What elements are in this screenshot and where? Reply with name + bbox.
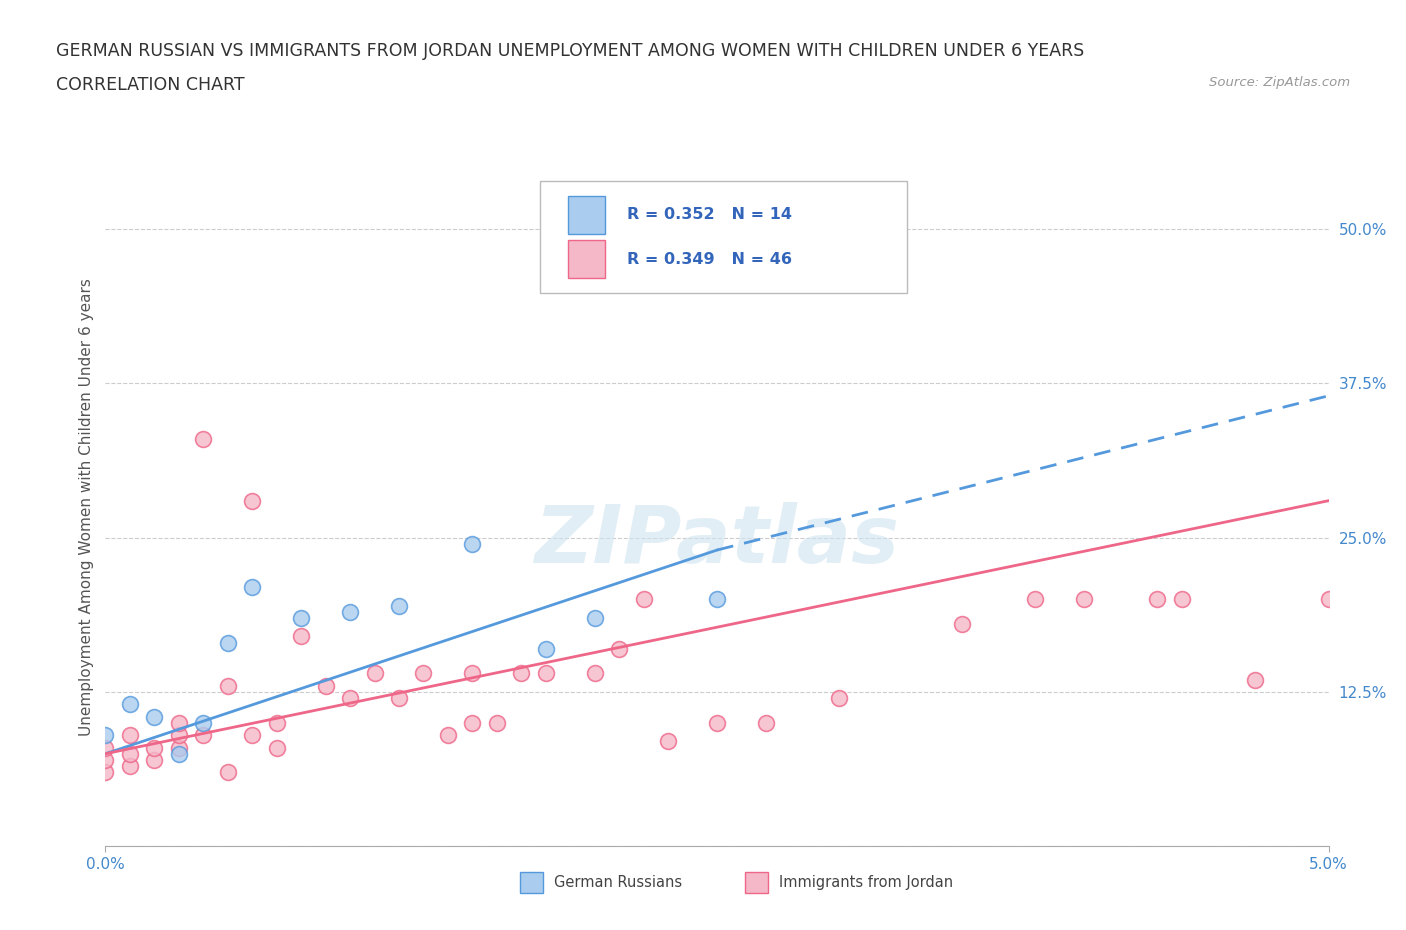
- Point: [1146, 592, 1168, 607]
- Point: [217, 635, 239, 650]
- Point: [363, 666, 385, 681]
- Point: [461, 537, 484, 551]
- Point: [534, 666, 557, 681]
- Point: [510, 666, 533, 681]
- Point: [118, 697, 141, 711]
- Point: [240, 728, 263, 743]
- Point: [633, 592, 655, 607]
- Point: [706, 592, 728, 607]
- Point: [1024, 592, 1046, 607]
- Point: [118, 728, 141, 743]
- Point: [560, 221, 582, 236]
- Point: [193, 728, 215, 743]
- Point: [755, 715, 778, 730]
- Point: [167, 728, 190, 743]
- Bar: [568, 196, 605, 233]
- Point: [167, 715, 190, 730]
- Point: [485, 715, 508, 730]
- Point: [167, 746, 190, 761]
- Point: [1244, 672, 1267, 687]
- Point: [290, 610, 312, 625]
- Text: German Russians: German Russians: [554, 875, 682, 890]
- Point: [193, 715, 215, 730]
- Point: [94, 764, 117, 779]
- Text: R = 0.352   N = 14: R = 0.352 N = 14: [627, 207, 792, 222]
- Point: [118, 759, 141, 774]
- Point: [1317, 592, 1340, 607]
- Point: [1073, 592, 1095, 607]
- Bar: [520, 872, 543, 893]
- Point: [412, 666, 434, 681]
- Point: [461, 666, 484, 681]
- Point: [657, 734, 679, 749]
- Point: [94, 728, 117, 743]
- FancyBboxPatch shape: [540, 181, 907, 293]
- Point: [94, 752, 117, 767]
- Text: CORRELATION CHART: CORRELATION CHART: [56, 76, 245, 94]
- Point: [1171, 592, 1194, 607]
- Point: [583, 610, 606, 625]
- Text: Immigrants from Jordan: Immigrants from Jordan: [779, 875, 953, 890]
- Point: [217, 678, 239, 693]
- Point: [706, 715, 728, 730]
- Text: GERMAN RUSSIAN VS IMMIGRANTS FROM JORDAN UNEMPLOYMENT AMONG WOMEN WITH CHILDREN : GERMAN RUSSIAN VS IMMIGRANTS FROM JORDAN…: [56, 42, 1084, 60]
- Point: [94, 740, 117, 755]
- Point: [607, 642, 630, 657]
- Point: [266, 715, 288, 730]
- Point: [240, 579, 263, 594]
- Point: [143, 752, 166, 767]
- Text: ZIPatlas: ZIPatlas: [534, 502, 900, 579]
- Point: [388, 691, 411, 706]
- Point: [315, 678, 337, 693]
- Y-axis label: Unemployment Among Women with Children Under 6 years: Unemployment Among Women with Children U…: [79, 278, 94, 736]
- Bar: [745, 872, 768, 893]
- Point: [534, 642, 557, 657]
- Point: [583, 666, 606, 681]
- Point: [950, 617, 973, 631]
- Point: [437, 728, 460, 743]
- Point: [167, 740, 190, 755]
- Point: [461, 715, 484, 730]
- Point: [240, 493, 263, 508]
- Text: Source: ZipAtlas.com: Source: ZipAtlas.com: [1209, 76, 1350, 89]
- Bar: [568, 240, 605, 278]
- Text: R = 0.349   N = 46: R = 0.349 N = 46: [627, 251, 792, 267]
- Point: [290, 629, 312, 644]
- Point: [143, 710, 166, 724]
- Point: [339, 691, 361, 706]
- Point: [339, 604, 361, 619]
- Point: [118, 746, 141, 761]
- Point: [828, 691, 851, 706]
- Point: [266, 740, 288, 755]
- Point: [143, 740, 166, 755]
- Point: [193, 432, 215, 446]
- Point: [388, 598, 411, 613]
- Point: [217, 764, 239, 779]
